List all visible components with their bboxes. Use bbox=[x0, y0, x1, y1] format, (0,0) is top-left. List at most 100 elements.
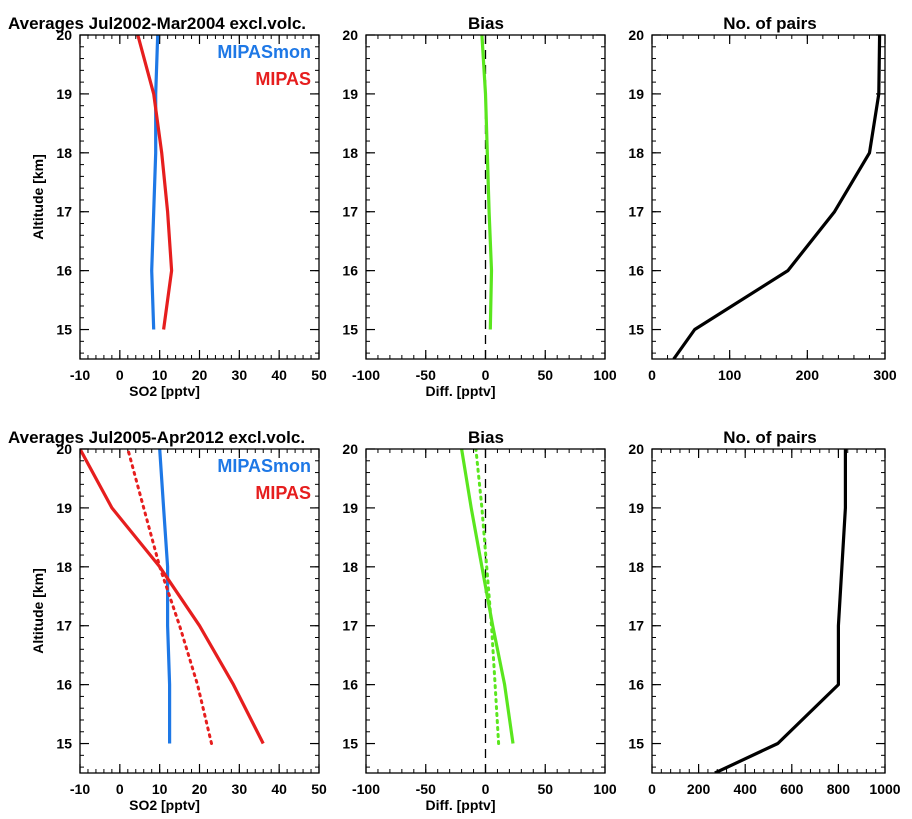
y-tick-label: 20 bbox=[342, 441, 358, 457]
y-tick-label: 16 bbox=[56, 263, 72, 279]
plot-frame bbox=[365, 448, 606, 774]
chart-title: Averages Jul2002-Mar2004 excl.volc. bbox=[8, 14, 306, 33]
y-tick-label: 17 bbox=[628, 618, 644, 634]
plot-frame bbox=[79, 448, 320, 774]
legend-entry-mipas: MIPAS bbox=[255, 483, 311, 503]
y-tick-label: 16 bbox=[628, 263, 644, 279]
x-tick-label: 30 bbox=[232, 781, 248, 797]
chart-title: Averages Jul2005-Apr2012 excl.volc. bbox=[8, 428, 305, 447]
y-tick-label: 19 bbox=[342, 86, 358, 102]
y-tick-label: 19 bbox=[56, 500, 72, 516]
series-line-mipas-dotted bbox=[126, 449, 213, 745]
series-line-diff-dotted bbox=[474, 449, 501, 745]
plot-frame bbox=[651, 448, 886, 774]
y-axis-label: Altitude [km] bbox=[30, 568, 46, 654]
y-tick-label: 20 bbox=[628, 27, 644, 43]
y-tick-label: 19 bbox=[628, 500, 644, 516]
x-axis-label: Diff. [pptv] bbox=[426, 383, 496, 399]
y-tick-label: 18 bbox=[56, 145, 72, 161]
x-tick-label: 10 bbox=[152, 781, 168, 797]
x-tick-label: 50 bbox=[537, 367, 553, 383]
y-tick-label: 15 bbox=[342, 322, 358, 338]
x-tick-label: 0 bbox=[116, 781, 124, 797]
x-tick-label: 200 bbox=[687, 781, 711, 797]
x-tick-label: 20 bbox=[192, 367, 208, 383]
x-axis-label: Diff. [pptv] bbox=[426, 797, 496, 813]
y-tick-label: 18 bbox=[628, 145, 644, 161]
y-tick-label: 16 bbox=[56, 677, 72, 693]
x-tick-label: 0 bbox=[482, 367, 490, 383]
x-tick-label: 20 bbox=[192, 781, 208, 797]
x-tick-label: 300 bbox=[873, 367, 897, 383]
x-tick-label: 200 bbox=[796, 367, 820, 383]
y-tick-label: 20 bbox=[342, 27, 358, 43]
x-tick-label: 50 bbox=[311, 367, 327, 383]
x-tick-label: 50 bbox=[537, 781, 553, 797]
y-tick-label: 15 bbox=[628, 736, 644, 752]
y-tick-label: 20 bbox=[56, 441, 72, 457]
y-tick-label: 17 bbox=[56, 618, 72, 634]
x-tick-label: 10 bbox=[152, 367, 168, 383]
y-tick-label: 15 bbox=[56, 322, 72, 338]
series-line-diff bbox=[460, 449, 515, 744]
y-tick-label: 16 bbox=[342, 677, 358, 693]
y-tick-label: 20 bbox=[628, 441, 644, 457]
x-tick-label: -10 bbox=[70, 367, 90, 383]
y-tick-label: 15 bbox=[56, 736, 72, 752]
legend-entry-mipasmon: MIPASmon bbox=[217, 456, 311, 476]
x-tick-label: 30 bbox=[232, 367, 248, 383]
y-tick-label: 18 bbox=[56, 559, 72, 575]
plot-frame bbox=[651, 34, 886, 360]
y-tick-label: 18 bbox=[342, 145, 358, 161]
chart-title: No. of pairs bbox=[723, 428, 817, 447]
x-tick-label: 0 bbox=[648, 781, 656, 797]
plot-frame bbox=[365, 34, 606, 360]
series-line-mipasmon bbox=[150, 35, 160, 330]
y-tick-label: 19 bbox=[56, 86, 72, 102]
x-tick-label: 0 bbox=[116, 367, 124, 383]
chart-title: Bias bbox=[468, 14, 504, 33]
series-line-mipasmon bbox=[158, 449, 172, 744]
y-tick-label: 15 bbox=[628, 322, 644, 338]
y-tick-label: 20 bbox=[56, 27, 72, 43]
chart-title: No. of pairs bbox=[723, 14, 817, 33]
x-tick-label: -50 bbox=[416, 781, 436, 797]
x-tick-label: -100 bbox=[352, 367, 380, 383]
y-tick-label: 16 bbox=[628, 677, 644, 693]
y-tick-label: 17 bbox=[628, 204, 644, 220]
x-tick-label: 600 bbox=[780, 781, 804, 797]
series-line-mipas bbox=[136, 35, 174, 330]
x-axis-label: SO2 [pptv] bbox=[129, 797, 200, 813]
chart-panel-3: No. of pairs 0 100 200 300 15 16 17 18 19 20 bbox=[628, 14, 896, 383]
chart-panel-4: Averages Jul2005-Apr2012 excl.volc. -10 0 1… bbox=[8, 428, 327, 813]
chart-panel-5: Bias -100 -50 0 50 100 15 16 17 18 19 20 Diff. [pptv… bbox=[342, 428, 616, 813]
x-tick-label: 40 bbox=[271, 367, 287, 383]
chart-panel-1: Averages Jul2002-Mar2004 excl.volc. -10 0 1… bbox=[8, 14, 327, 399]
legend-entry-mipas: MIPAS bbox=[255, 69, 311, 89]
y-tick-label: 17 bbox=[56, 204, 72, 220]
chart-title: Bias bbox=[468, 428, 504, 447]
x-tick-label: 100 bbox=[718, 367, 742, 383]
series-line-diff bbox=[480, 35, 494, 330]
y-tick-label: 17 bbox=[342, 618, 358, 634]
y-axis-label: Altitude [km] bbox=[30, 154, 46, 240]
y-tick-label: 15 bbox=[342, 736, 358, 752]
series-line-diff bbox=[714, 449, 848, 773]
y-tick-label: 19 bbox=[342, 500, 358, 516]
x-tick-label: 800 bbox=[827, 781, 851, 797]
x-tick-label: 100 bbox=[593, 367, 617, 383]
chart-panel-6: No. of pairs 0 200 400 600 800 1000 15 16 17 18 19 2… bbox=[628, 428, 900, 797]
series-line-diff bbox=[672, 35, 882, 359]
series-line-mipas bbox=[80, 449, 265, 745]
x-axis-label: SO2 [pptv] bbox=[129, 383, 200, 399]
legend-entry-mipasmon: MIPASmon bbox=[217, 42, 311, 62]
x-tick-label: 1000 bbox=[869, 781, 900, 797]
x-tick-label: 50 bbox=[311, 781, 327, 797]
x-tick-label: -50 bbox=[416, 367, 436, 383]
x-tick-label: 100 bbox=[593, 781, 617, 797]
plot-frame bbox=[79, 34, 320, 360]
x-tick-label: -10 bbox=[70, 781, 90, 797]
x-tick-label: 400 bbox=[734, 781, 758, 797]
y-tick-label: 18 bbox=[628, 559, 644, 575]
